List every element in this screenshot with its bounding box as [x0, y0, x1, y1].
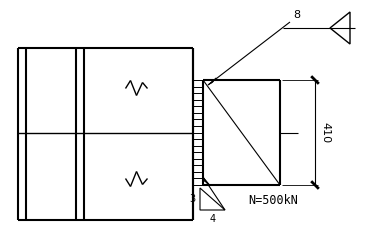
Text: N=500kN: N=500kN [248, 193, 298, 206]
Polygon shape [208, 78, 216, 85]
Polygon shape [330, 12, 350, 44]
Polygon shape [200, 188, 225, 210]
Polygon shape [203, 177, 209, 185]
Text: 3: 3 [189, 194, 195, 204]
Text: 4: 4 [210, 214, 215, 224]
Text: 410: 410 [320, 123, 330, 144]
Text: 8: 8 [293, 10, 300, 20]
